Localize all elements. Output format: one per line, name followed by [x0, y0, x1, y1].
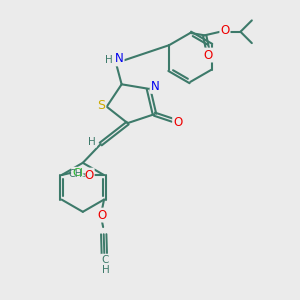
Text: N: N: [151, 80, 160, 93]
Text: O: O: [220, 24, 230, 37]
Text: O: O: [204, 49, 213, 62]
Text: S: S: [97, 99, 105, 112]
Text: O: O: [173, 116, 182, 129]
Text: H: H: [102, 265, 110, 275]
Text: C: C: [101, 255, 109, 265]
Text: O: O: [85, 169, 94, 182]
Text: N: N: [115, 52, 124, 65]
Text: O: O: [97, 208, 106, 222]
Text: H: H: [88, 136, 96, 147]
Text: CH₃: CH₃: [68, 169, 86, 179]
Text: H: H: [105, 55, 113, 65]
Text: Cl: Cl: [72, 168, 83, 178]
